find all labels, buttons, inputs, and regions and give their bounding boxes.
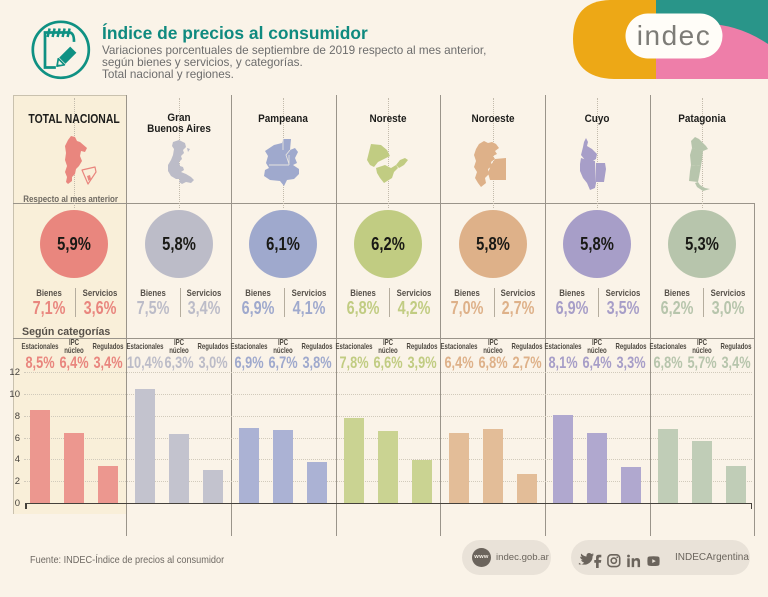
svg-text:indec: indec bbox=[637, 20, 711, 51]
